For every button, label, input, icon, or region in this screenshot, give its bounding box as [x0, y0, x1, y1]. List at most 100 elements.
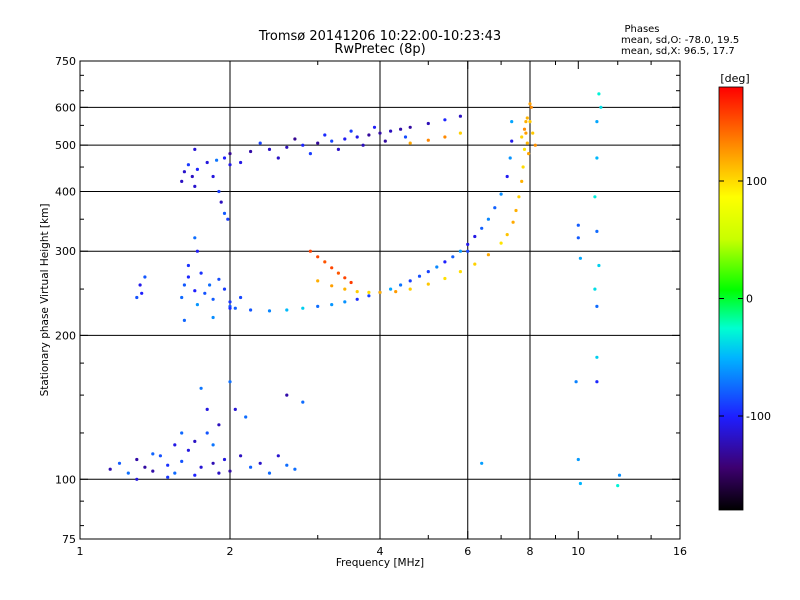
data-point	[443, 135, 447, 139]
data-point	[215, 158, 219, 162]
data-point	[408, 125, 412, 129]
grid-lines	[80, 61, 680, 539]
data-point	[126, 471, 130, 475]
data-point	[480, 461, 484, 465]
data-point	[316, 304, 320, 308]
data-point	[228, 152, 232, 156]
data-point	[239, 160, 243, 165]
data-point	[211, 315, 215, 320]
stats-o-line: mean, sd,O: -78.0, 19.5	[621, 35, 739, 46]
data-point	[336, 147, 340, 151]
data-point	[208, 283, 212, 287]
data-point	[330, 303, 334, 307]
y-axis-label: Stationary phase Virtual Height [km]	[39, 204, 51, 397]
data-point	[267, 471, 272, 475]
data-point	[186, 263, 190, 268]
data-point	[466, 249, 470, 253]
data-point	[193, 439, 197, 443]
data-point	[182, 283, 186, 287]
data-point	[426, 282, 430, 286]
colorbar-ticks: 100 0 -100	[719, 175, 771, 423]
data-point	[595, 156, 599, 160]
data-point	[258, 141, 262, 145]
data-point	[173, 471, 177, 475]
data-point	[593, 287, 597, 291]
data-point	[389, 287, 393, 291]
colorbar-label: [deg]	[720, 72, 749, 85]
data-point	[466, 242, 470, 246]
data-point	[361, 143, 365, 147]
data-point	[578, 256, 583, 260]
y-tick-label: 750	[55, 55, 76, 68]
data-point	[528, 102, 532, 106]
data-point	[574, 380, 578, 384]
data-point	[180, 179, 184, 183]
data-point	[193, 289, 197, 293]
colorbar-tick-label: -100	[746, 410, 771, 423]
data-point	[578, 481, 583, 486]
data-point	[173, 443, 177, 447]
data-point	[394, 290, 398, 294]
data-point	[301, 306, 305, 310]
y-tick-label: 400	[55, 185, 76, 198]
data-point	[403, 135, 408, 139]
data-point	[443, 276, 447, 281]
chart-title: Tromsø 20141206 10:22:00-10:23:43	[258, 29, 501, 44]
data-point	[355, 290, 359, 294]
data-point	[285, 393, 289, 397]
data-point	[451, 255, 455, 259]
colorbar-tick-label: 0	[746, 293, 753, 306]
data-point	[458, 270, 462, 274]
data-point	[367, 133, 371, 137]
data-point	[617, 473, 622, 477]
data-point	[323, 133, 327, 137]
data-point	[597, 92, 601, 96]
data-point	[180, 431, 184, 435]
data-point	[244, 415, 248, 419]
data-point	[486, 217, 490, 221]
data-point	[308, 249, 312, 253]
data-point	[222, 156, 227, 160]
data-point	[525, 141, 529, 145]
data-point	[228, 306, 232, 310]
data-point	[524, 120, 528, 124]
data-point	[195, 167, 199, 171]
data-point	[211, 461, 215, 465]
data-point	[505, 233, 509, 237]
data-point	[595, 229, 599, 233]
data-point	[349, 129, 353, 133]
data-point	[514, 208, 518, 213]
data-point	[521, 165, 525, 169]
data-point	[330, 284, 334, 288]
data-point	[293, 137, 297, 141]
data-point	[336, 271, 340, 275]
data-point	[399, 283, 403, 287]
data-point	[443, 260, 447, 264]
data-point	[193, 236, 197, 240]
y-tick-label: 600	[55, 101, 76, 114]
data-point	[343, 276, 347, 280]
data-point	[276, 454, 280, 458]
stats-x-line: mean, sd,X: 96.5, 17.7	[621, 46, 735, 57]
data-point	[330, 266, 334, 270]
data-point	[595, 380, 599, 384]
data-point	[343, 137, 347, 141]
data-point	[138, 283, 142, 287]
data-point	[193, 473, 197, 477]
data-point	[180, 459, 184, 463]
data-point	[595, 355, 599, 359]
data-point	[276, 156, 280, 160]
data-point	[211, 443, 215, 447]
data-point	[308, 152, 312, 156]
x-axis-label: Frequency [MHz]	[336, 557, 424, 569]
data-point	[151, 469, 155, 473]
x-tick-label: 4	[377, 545, 384, 558]
data-point	[343, 300, 347, 304]
data-point	[143, 465, 147, 469]
data-point	[228, 300, 232, 304]
data-point	[182, 318, 186, 322]
data-point	[510, 139, 514, 143]
data-point	[316, 255, 320, 259]
data-point	[135, 295, 139, 300]
